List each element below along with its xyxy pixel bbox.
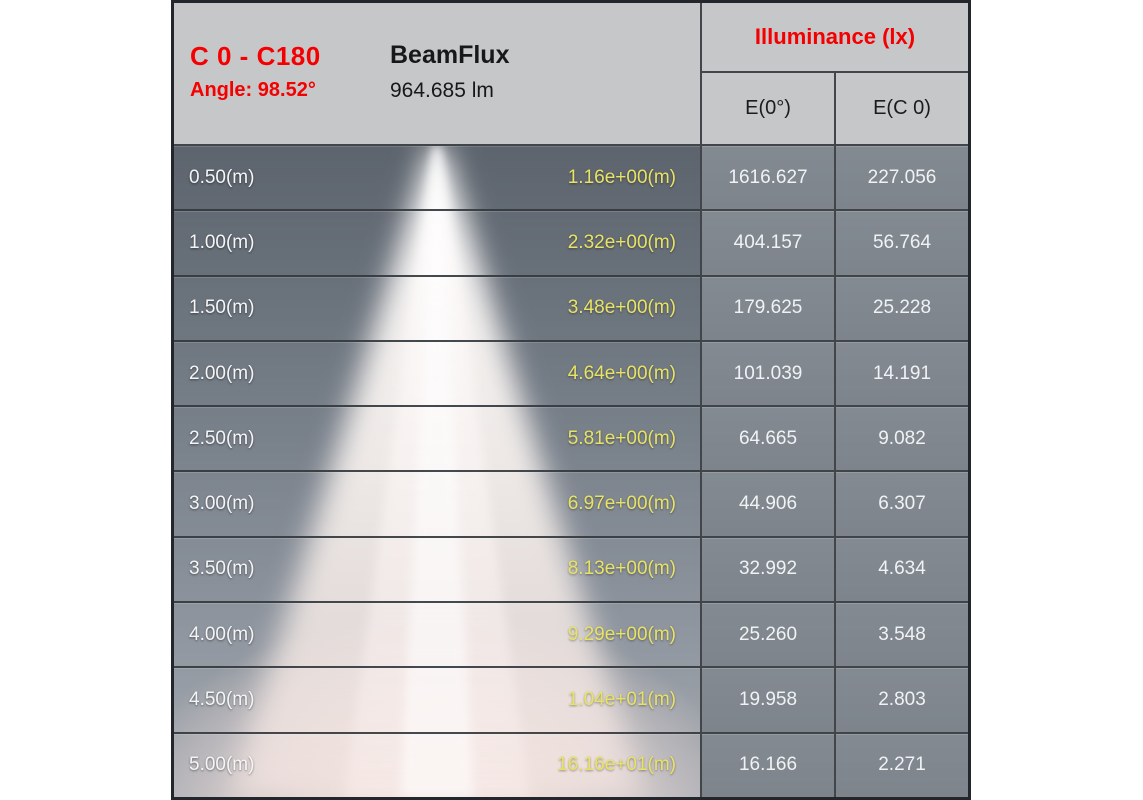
e0-value: 16.166 xyxy=(738,754,798,776)
beam-cell: 4.00(m) 9.29e+00(m) xyxy=(174,603,700,666)
e0-value-cell: 16.166 xyxy=(700,733,834,797)
distance-label: 4.50(m) xyxy=(189,689,255,711)
e0-value: 101.039 xyxy=(733,362,803,384)
beam-diameter-value: 6.97e+00(m) xyxy=(567,493,676,515)
ec0-value: 14.191 xyxy=(872,362,932,384)
table-row: 2.50(m) 5.81e+00(m) 64.665 9.082 xyxy=(174,405,968,471)
c-plane-label: C 0 - C180 xyxy=(190,41,321,71)
table-header: C 0 - C180 Angle: 98.52° BeamFlux 964.68… xyxy=(174,3,968,144)
ec0-value: 9.082 xyxy=(878,427,926,449)
beam-diameter-value: 8.13e+00(m) xyxy=(567,558,676,580)
e0-value-cell: 179.625 xyxy=(700,276,834,340)
table-body: 0.50(m) 1.16e+00(m) 1616.627 227.056 1.0… xyxy=(174,144,968,797)
distance-label: 3.50(m) xyxy=(189,558,255,580)
e0-value: 404.157 xyxy=(733,231,803,253)
distance-label: 1.00(m) xyxy=(189,231,255,253)
ec0-value: 2.803 xyxy=(878,689,926,711)
ec0-value-cell: 2.803 xyxy=(834,668,968,732)
illuminance-subheaders: E(0°) E(C 0) xyxy=(702,73,968,144)
beam-cell: 3.00(m) 6.97e+00(m) xyxy=(174,472,700,535)
distance-label: 0.50(m) xyxy=(189,166,255,188)
ec0-value: 227.056 xyxy=(867,166,937,188)
beam-cell: 5.00(m) 16.16e+01(m) xyxy=(174,734,700,797)
e0-value-cell: 1616.627 xyxy=(700,146,834,210)
column-header-ec0: E(C 0) xyxy=(834,73,968,144)
ec0-value-cell: 227.056 xyxy=(834,146,968,210)
beam-diameter-value: 2.32e+00(m) xyxy=(567,231,676,253)
illuminance-header: Illuminance (lx) E(0°) E(C 0) xyxy=(700,3,968,144)
ec0-value: 25.228 xyxy=(872,297,932,319)
beam-diameter-value: 3.48e+00(m) xyxy=(567,297,676,319)
beam-cell: 0.50(m) 1.16e+00(m) xyxy=(174,146,700,209)
ec0-value-cell: 6.307 xyxy=(834,472,968,536)
column-header-e0: E(0°) xyxy=(745,97,791,119)
beam-diameter-value: 4.64e+00(m) xyxy=(567,362,676,384)
beam-cell: 1.50(m) 3.48e+00(m) xyxy=(174,277,700,340)
ec0-value-cell: 9.082 xyxy=(834,407,968,471)
beam-cell: 4.50(m) 1.04e+01(m) xyxy=(174,668,700,731)
distance-label: 5.00(m) xyxy=(189,754,255,776)
e0-value: 64.665 xyxy=(738,427,798,449)
beam-cell: 3.50(m) 8.13e+00(m) xyxy=(174,538,700,601)
distance-label: 3.00(m) xyxy=(189,493,255,515)
distance-label: 2.00(m) xyxy=(189,362,255,384)
table-row: 4.00(m) 9.29e+00(m) 25.260 3.548 xyxy=(174,601,968,667)
e0-value-cell: 19.958 xyxy=(700,668,834,732)
distance-label: 2.50(m) xyxy=(189,427,255,449)
ec0-value: 4.634 xyxy=(878,558,926,580)
ec0-value-cell: 14.191 xyxy=(834,341,968,406)
ec0-value: 6.307 xyxy=(878,493,926,515)
ec0-value: 56.764 xyxy=(872,231,932,253)
ec0-value: 3.548 xyxy=(878,623,926,645)
e0-value: 1616.627 xyxy=(728,166,808,188)
distance-label: 4.00(m) xyxy=(189,623,255,645)
e0-value: 25.260 xyxy=(738,623,798,645)
e0-value: 179.625 xyxy=(733,297,803,319)
e0-value-cell: 44.906 xyxy=(700,472,834,536)
beam-flux-value: 964.685 lm xyxy=(390,79,494,102)
e0-value-cell: 25.260 xyxy=(700,603,834,667)
beam-diameter-value: 1.04e+01(m) xyxy=(567,689,676,711)
beam-cell: 1.00(m) 2.32e+00(m) xyxy=(174,211,700,274)
illuminance-title: Illuminance (lx) xyxy=(702,3,968,73)
beam-cell: 2.50(m) 5.81e+00(m) xyxy=(174,407,700,470)
photometric-table: C 0 - C180 Angle: 98.52° BeamFlux 964.68… xyxy=(171,0,971,800)
e0-value-cell: 404.157 xyxy=(700,211,834,275)
ec0-value-cell: 56.764 xyxy=(834,211,968,275)
ec0-value-cell: 3.548 xyxy=(834,603,968,667)
header-left-cell: C 0 - C180 Angle: 98.52° BeamFlux 964.68… xyxy=(174,3,700,144)
distance-label: 1.50(m) xyxy=(189,297,255,319)
beam-diameter-value: 1.16e+00(m) xyxy=(567,166,676,188)
table-row: 5.00(m) 16.16e+01(m) 16.166 2.271 xyxy=(174,731,968,797)
table-row: 1.50(m) 3.48e+00(m) 179.625 25.228 xyxy=(174,274,968,340)
ec0-value: 2.271 xyxy=(878,754,926,776)
e0-value: 19.958 xyxy=(738,689,798,711)
table-row: 2.00(m) 4.64e+00(m) 101.039 14.191 xyxy=(174,339,968,406)
table-row: 0.50(m) 1.16e+00(m) 1616.627 227.056 xyxy=(174,146,968,210)
e0-value-cell: 101.039 xyxy=(700,341,834,406)
ec0-value-cell: 4.634 xyxy=(834,537,968,602)
ec0-value-cell: 25.228 xyxy=(834,276,968,340)
e0-value: 32.992 xyxy=(738,558,798,580)
beam-flux-title: BeamFlux xyxy=(390,41,510,69)
beam-angle-label: Angle: 98.52° xyxy=(190,79,316,101)
table-row: 1.00(m) 2.32e+00(m) 404.157 56.764 xyxy=(174,209,968,275)
beam-diameter-value: 5.81e+00(m) xyxy=(567,427,676,449)
ec0-value-cell: 2.271 xyxy=(834,733,968,797)
beam-cell: 2.00(m) 4.64e+00(m) xyxy=(174,342,700,405)
table-row: 3.00(m) 6.97e+00(m) 44.906 6.307 xyxy=(174,470,968,536)
e0-value: 44.906 xyxy=(738,493,798,515)
beam-diameter-value: 9.29e+00(m) xyxy=(567,623,676,645)
beam-diameter-value: 16.16e+01(m) xyxy=(557,754,676,776)
table-row: 4.50(m) 1.04e+01(m) 19.958 2.803 xyxy=(174,666,968,732)
table-row: 3.50(m) 8.13e+00(m) 32.992 4.634 xyxy=(174,535,968,602)
e0-value-cell: 32.992 xyxy=(700,537,834,602)
e0-value-cell: 64.665 xyxy=(700,407,834,471)
